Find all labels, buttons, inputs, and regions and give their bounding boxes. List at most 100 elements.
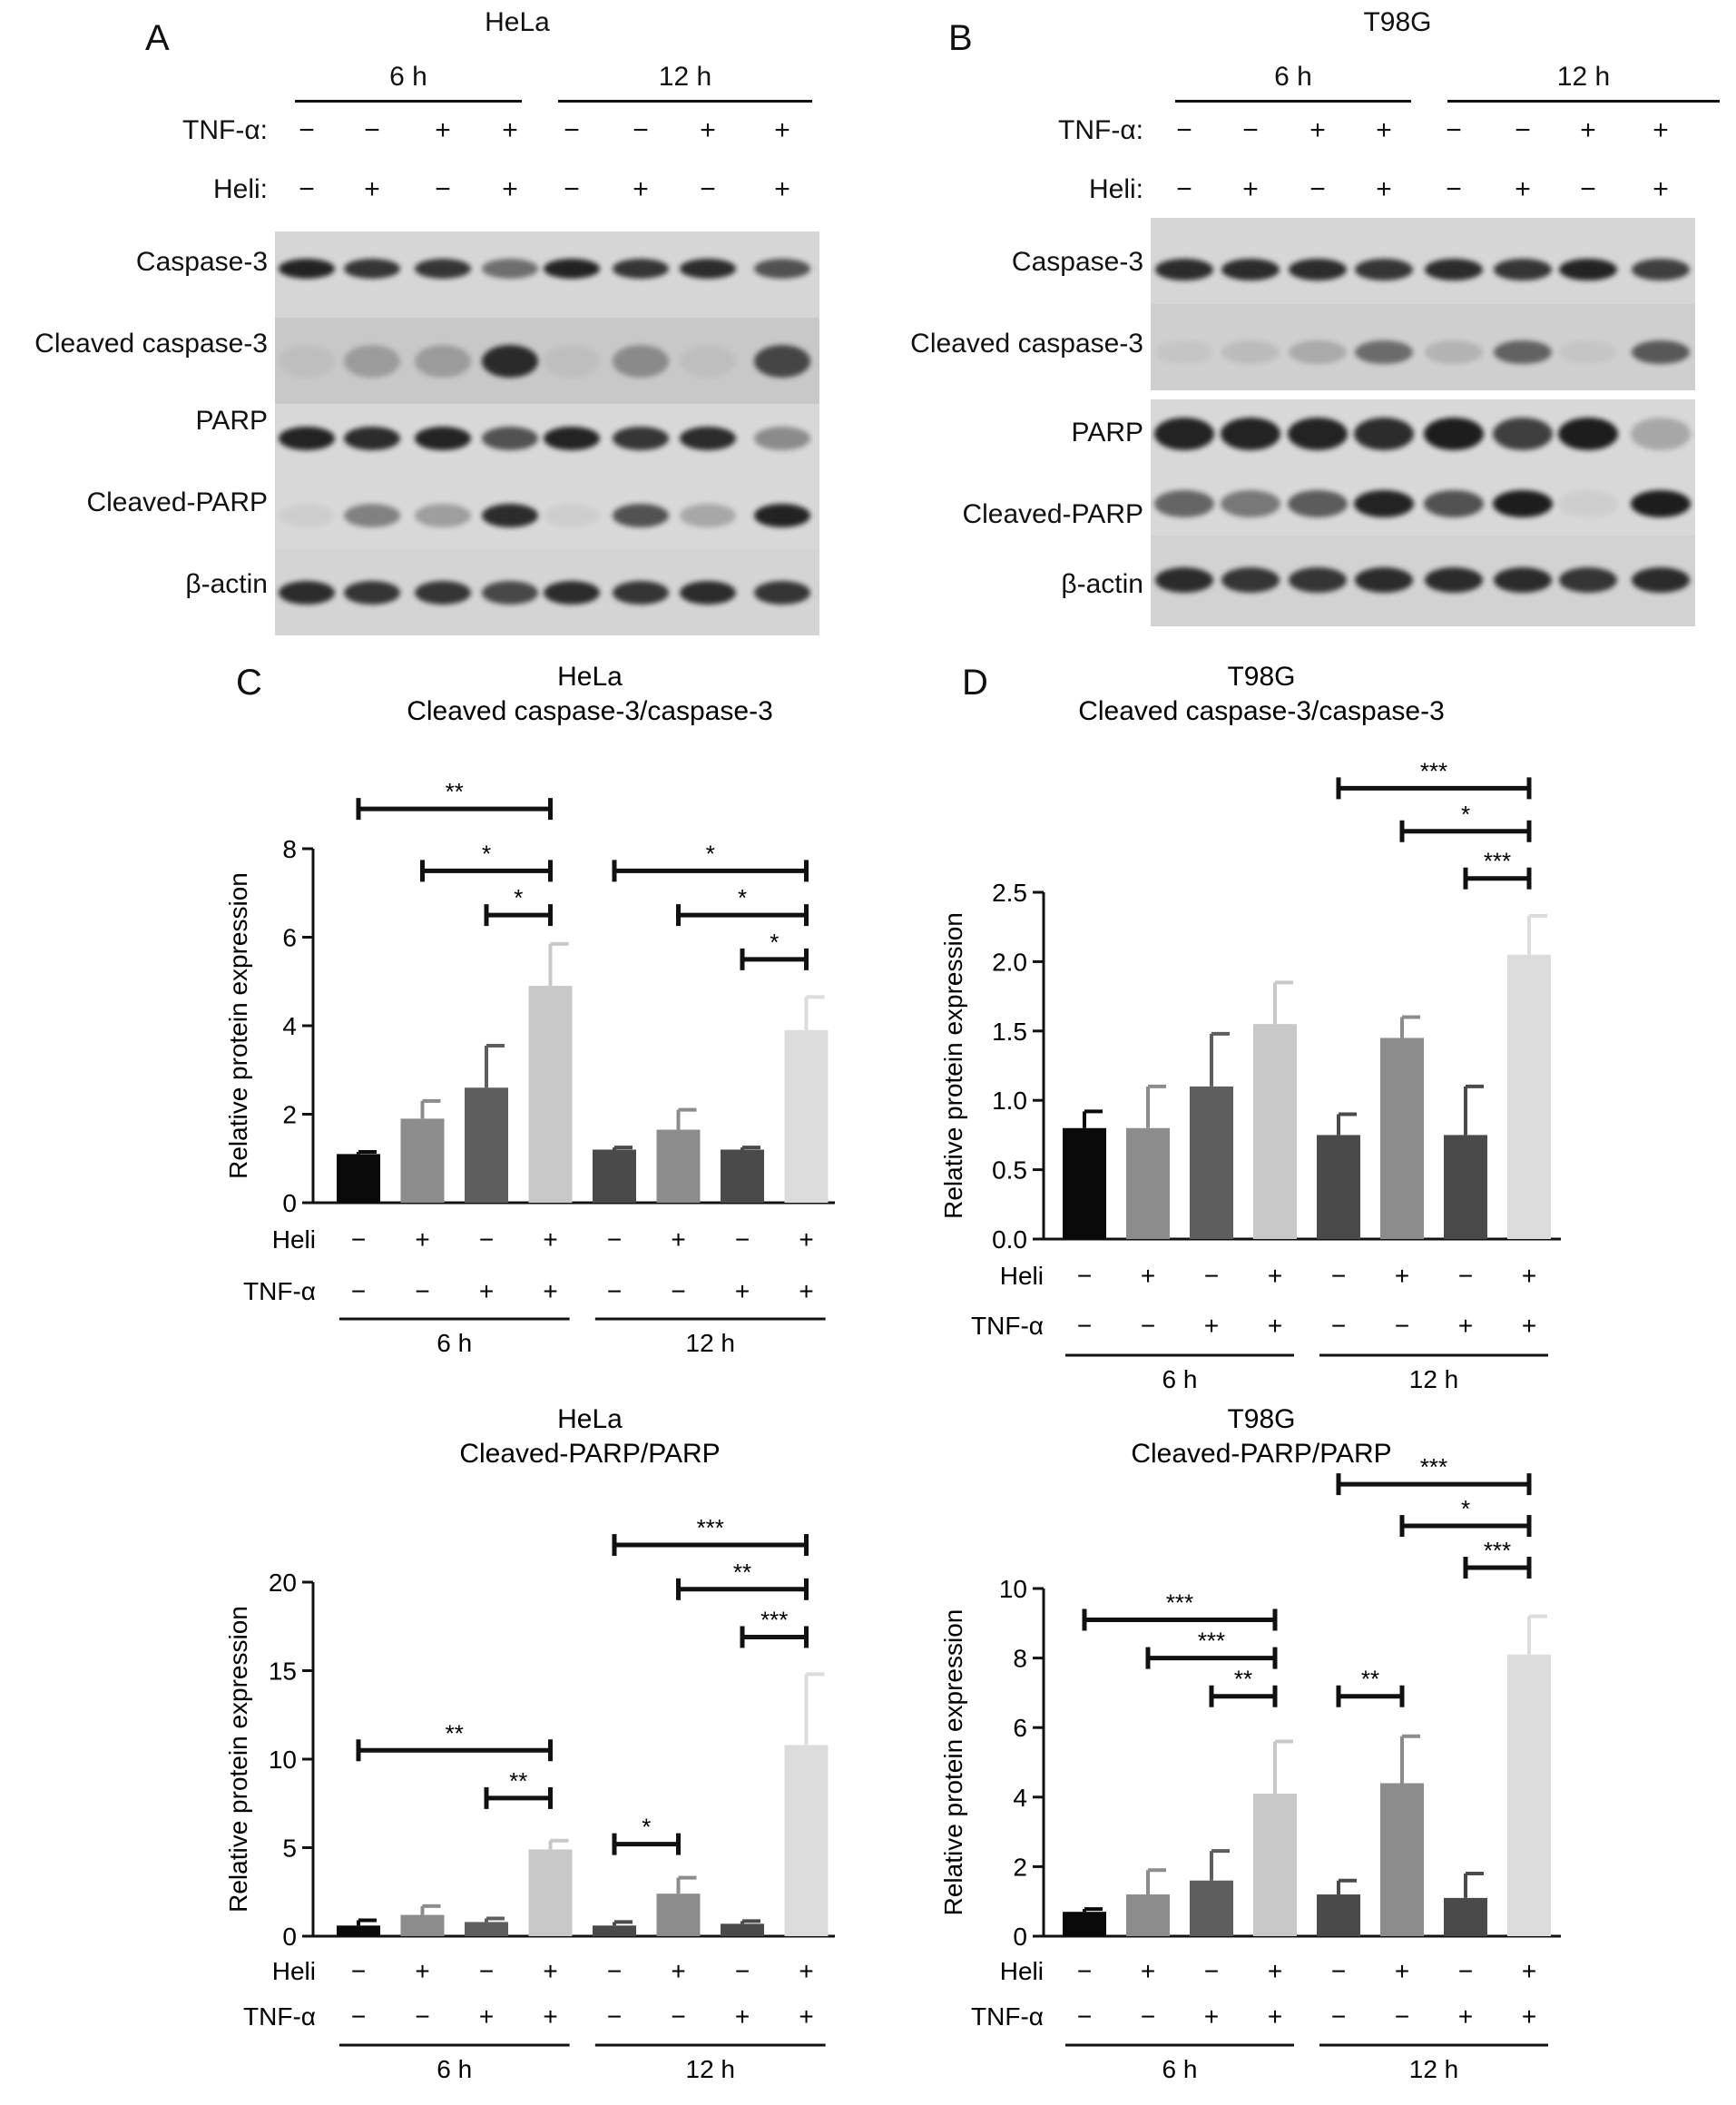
tnf-symbol: − bbox=[364, 115, 380, 145]
chart-title: T98G bbox=[1227, 1404, 1295, 1434]
heli-symbol: − bbox=[1446, 174, 1462, 204]
sig-label: * bbox=[482, 840, 491, 867]
blot-band bbox=[613, 259, 669, 279]
tnf-symbol: − bbox=[1395, 2002, 1409, 2031]
blot-band bbox=[1424, 418, 1484, 450]
y-tick-label: 0.0 bbox=[992, 1225, 1027, 1254]
blot-row-label: PARP bbox=[195, 406, 268, 436]
blot-band bbox=[1354, 490, 1414, 517]
bar bbox=[1190, 1880, 1233, 1936]
blot-band bbox=[1221, 490, 1280, 517]
sig-label: *** bbox=[760, 1606, 788, 1633]
blot-band bbox=[680, 581, 736, 605]
sig-label: * bbox=[1461, 1495, 1470, 1522]
heli-symbol: − bbox=[700, 174, 716, 204]
blot-band bbox=[1355, 340, 1413, 364]
heli-symbol: + bbox=[415, 1225, 429, 1254]
tnf-symbol: − bbox=[671, 1277, 685, 1305]
row-label-tnf: TNF-α: bbox=[182, 115, 268, 145]
sig-label: * bbox=[770, 929, 779, 956]
y-tick-label: 1.5 bbox=[992, 1018, 1027, 1046]
bar bbox=[1063, 1912, 1106, 1936]
tnf-symbol: − bbox=[1141, 1312, 1155, 1340]
blot-band bbox=[1631, 418, 1691, 450]
heli-symbol: − bbox=[564, 174, 580, 204]
blot-band bbox=[1632, 567, 1690, 593]
row-label-heli: Heli bbox=[272, 1957, 316, 1985]
tnf-symbol: + bbox=[502, 115, 518, 145]
tnf-symbol: − bbox=[1395, 1312, 1409, 1340]
bar bbox=[656, 1894, 701, 1936]
tnf-symbol: − bbox=[351, 1277, 366, 1305]
time-group-label: 6 h bbox=[389, 62, 427, 92]
tnf-symbol: + bbox=[543, 1277, 557, 1305]
sig-label: * bbox=[514, 884, 523, 911]
y-tick-label: 2 bbox=[282, 1101, 297, 1129]
y-tick-label: 0 bbox=[282, 1189, 297, 1217]
heli-symbol: + bbox=[671, 1225, 685, 1254]
heli-symbol: − bbox=[735, 1225, 750, 1254]
chart-title: T98G bbox=[1227, 662, 1295, 692]
blot-band bbox=[613, 427, 669, 450]
time-group-label: 12 h bbox=[1556, 62, 1611, 92]
chart-title: HeLa bbox=[557, 1404, 623, 1434]
blot-band bbox=[1154, 490, 1214, 517]
blot-band bbox=[482, 345, 538, 378]
heli-symbol: − bbox=[351, 1225, 366, 1254]
tnf-symbol: + bbox=[1204, 2002, 1219, 2031]
blot-band bbox=[415, 581, 471, 605]
bar bbox=[528, 986, 573, 1203]
blot-band bbox=[344, 259, 400, 279]
sig-label: * bbox=[738, 884, 747, 911]
blot-band bbox=[680, 504, 736, 527]
blot-band bbox=[279, 259, 335, 279]
row-label-heli: Heli: bbox=[212, 174, 268, 204]
blot-row-label: Caspase-3 bbox=[1011, 247, 1143, 277]
blot-band bbox=[1221, 259, 1280, 280]
blot-band bbox=[1558, 418, 1618, 450]
heli-symbol: − bbox=[1309, 174, 1326, 204]
tnf-symbol: + bbox=[774, 115, 790, 145]
bar bbox=[400, 1118, 445, 1203]
tnf-symbol: + bbox=[1268, 2002, 1282, 2031]
sig-label: ** bbox=[733, 1559, 751, 1586]
group-label: 12 h bbox=[1409, 1365, 1459, 1393]
blot-band bbox=[1155, 259, 1213, 280]
tnf-symbol: + bbox=[1522, 1312, 1536, 1340]
tnf-symbol: + bbox=[1580, 115, 1596, 145]
sig-label: ** bbox=[1234, 1666, 1252, 1693]
heli-symbol: + bbox=[1395, 1262, 1409, 1290]
sig-label: ** bbox=[509, 1767, 527, 1795]
chart-subtitle: Cleaved-PARP/PARP bbox=[1131, 1439, 1391, 1469]
sig-label: ** bbox=[446, 1719, 464, 1746]
blot-band bbox=[680, 427, 736, 450]
chart-title: HeLa bbox=[557, 662, 623, 692]
heli-symbol: − bbox=[1331, 1957, 1346, 1985]
blot-band bbox=[1221, 418, 1280, 450]
tnf-symbol: + bbox=[735, 2002, 750, 2031]
blot-strip bbox=[275, 318, 819, 404]
tnf-symbol: − bbox=[1331, 1312, 1346, 1340]
bar bbox=[465, 1087, 508, 1203]
tnf-symbol: − bbox=[1242, 115, 1259, 145]
blot-band bbox=[415, 345, 471, 378]
tnf-symbol: + bbox=[735, 1277, 750, 1305]
blot-band bbox=[482, 581, 538, 605]
heli-symbol: − bbox=[479, 1957, 494, 1985]
bar bbox=[593, 1149, 636, 1203]
time-group-line bbox=[1447, 100, 1720, 103]
tnf-symbol: + bbox=[479, 2002, 494, 2031]
blot-band bbox=[1558, 490, 1618, 517]
y-tick-label: 2 bbox=[1013, 1853, 1027, 1881]
blot-band bbox=[344, 345, 400, 378]
group-label: 12 h bbox=[686, 1329, 736, 1357]
tnf-symbol: − bbox=[1176, 115, 1192, 145]
heli-symbol: − bbox=[1204, 1262, 1219, 1290]
blot-row-label: Caspase-3 bbox=[135, 247, 268, 277]
bar bbox=[1190, 1086, 1233, 1239]
y-tick-label: 15 bbox=[269, 1657, 297, 1686]
sig-label: * bbox=[706, 840, 715, 867]
blot-row-label: Cleaved caspase-3 bbox=[910, 329, 1143, 359]
heli-symbol: − bbox=[735, 1957, 750, 1985]
bar bbox=[1253, 1793, 1297, 1936]
